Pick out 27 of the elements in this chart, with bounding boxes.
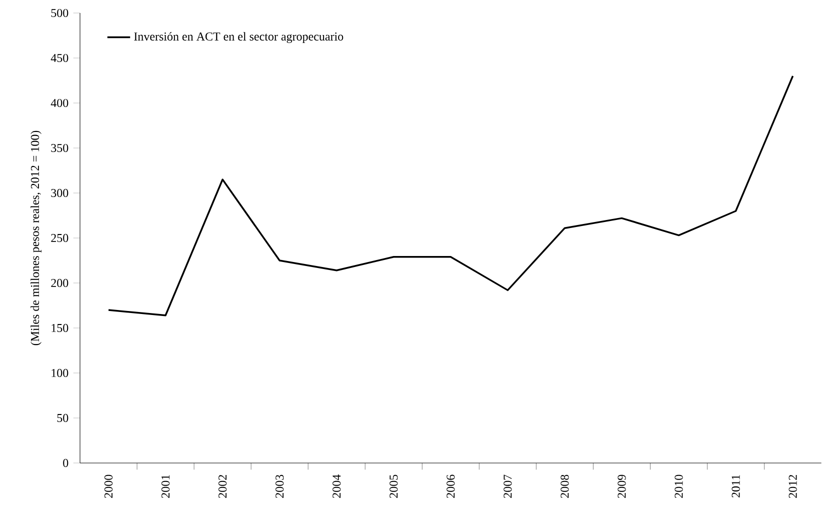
y-tick-label: 400 <box>50 98 68 108</box>
y-axis-title: (Miles de millones pesos reales, 2012 = 100) <box>30 130 42 346</box>
y-tick-label: 250 <box>51 234 68 242</box>
x-tick-label: 2001 <box>161 475 170 498</box>
y-tick-label: 50 <box>57 414 68 422</box>
line-series <box>108 75 794 316</box>
x-tick-label: 2008 <box>560 474 569 498</box>
x-tick-label: 2011 <box>732 475 740 498</box>
x-tick-label: 2010 <box>674 474 683 498</box>
y-tick-label: 0 <box>63 458 68 468</box>
y-tick-label: 200 <box>51 278 68 288</box>
x-tick-label: 2006 <box>446 474 455 498</box>
x-tick-label: 2009 <box>618 474 626 498</box>
x-tick-label: 2012 <box>788 475 797 498</box>
y-tick-label: 500 <box>51 8 68 18</box>
legend-label: Inversión en ACT en el sector agropecuario <box>134 32 344 44</box>
y-tick-label: 450 <box>50 54 68 62</box>
y-tick-label: 350 <box>51 144 68 152</box>
y-tick-label: 150 <box>52 324 68 332</box>
x-tick-label: 2007 <box>504 474 512 498</box>
x-tick-label: 2004 <box>332 474 341 498</box>
x-tick-label: 2005 <box>390 474 398 498</box>
y-tick-label: 300 <box>51 188 68 198</box>
x-tick-label: 2000 <box>104 474 113 498</box>
y-tick-label: 100 <box>52 368 68 378</box>
x-tick-label: 2002 <box>218 475 227 498</box>
x-tick-label: 2003 <box>276 474 284 498</box>
